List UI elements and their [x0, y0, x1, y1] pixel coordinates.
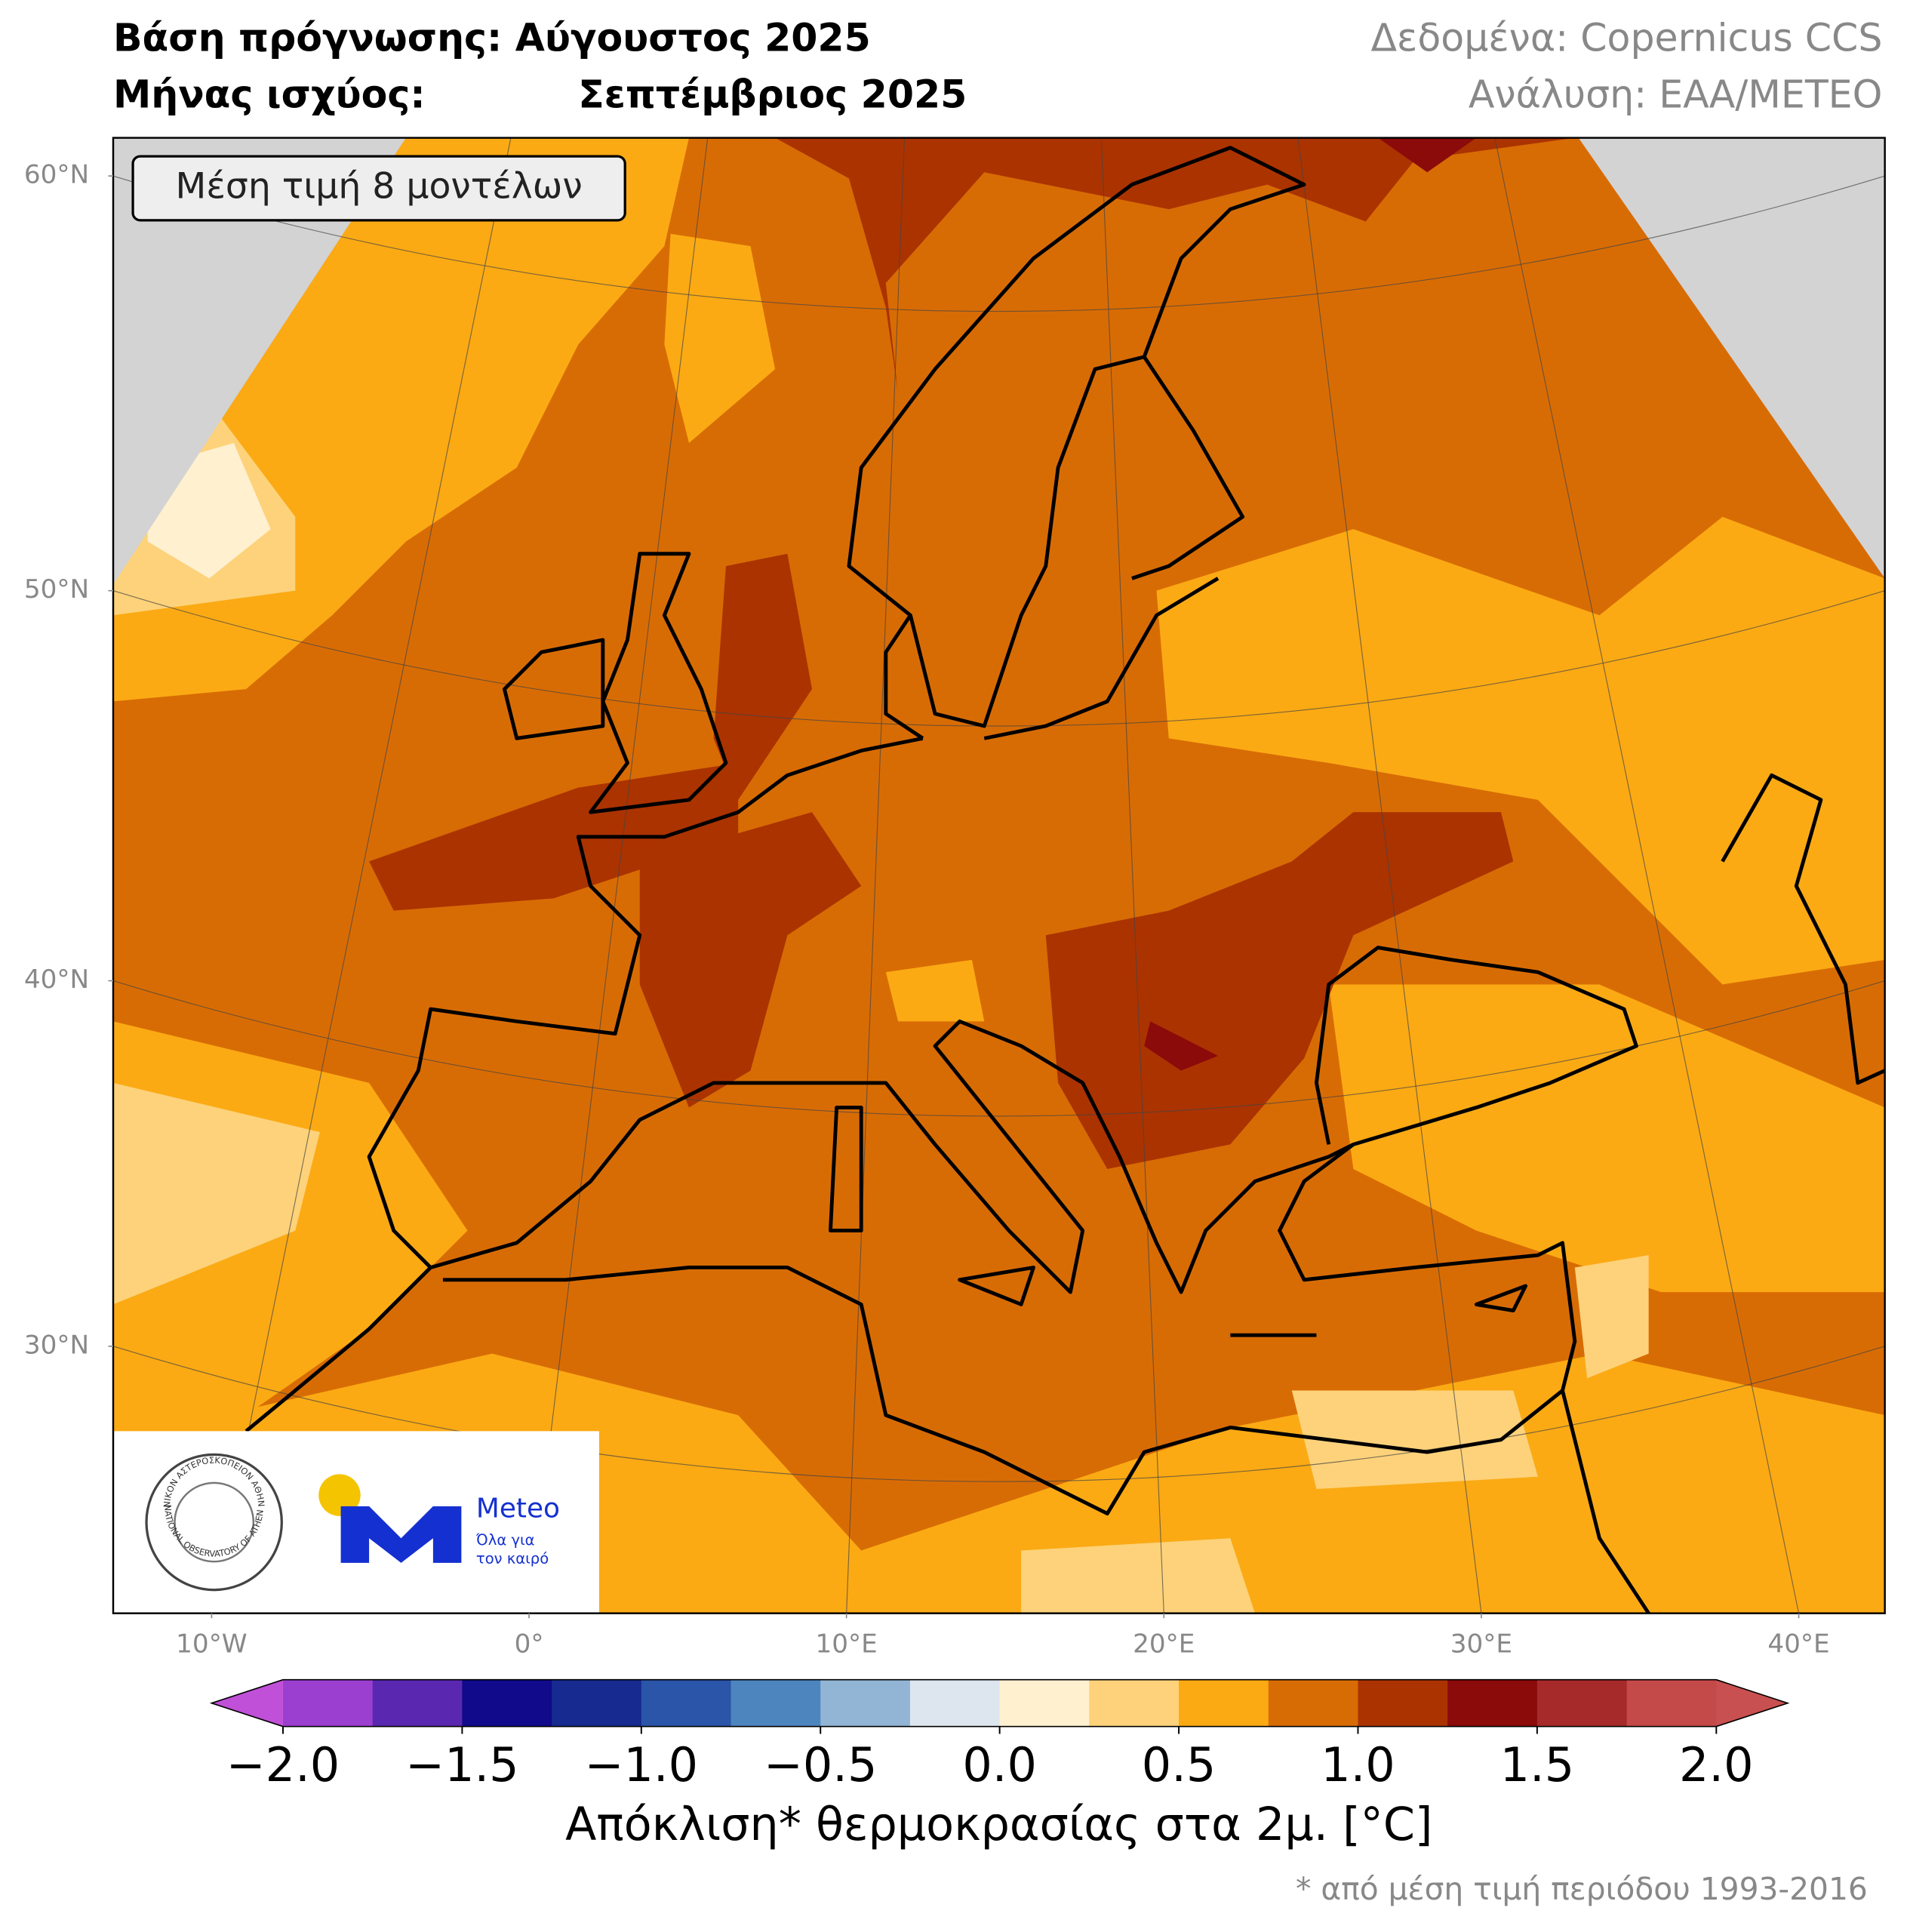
meteo-slogan: Όλα για [475, 1531, 535, 1549]
coastline [589, 552, 728, 814]
colorbar-bin [282, 1679, 374, 1727]
field [1045, 812, 1514, 1170]
meteo-brand: Meteo [476, 1494, 560, 1524]
lat-tick-label: 50°N [24, 574, 89, 605]
field [664, 233, 776, 444]
colorbar-label: Απόκλιση* θερμοκρασίας στα 2μ. [°C] [565, 1798, 1432, 1851]
seal [145, 1453, 283, 1592]
colorbar-bin [462, 1679, 552, 1727]
colorbar-tick-label: 0.0 [962, 1737, 1037, 1792]
meridian [211, 137, 512, 1614]
field [713, 553, 813, 800]
meridian [1297, 137, 1482, 1614]
field [775, 137, 1575, 394]
parallel [112, 590, 1885, 727]
meridian [1494, 137, 1800, 1614]
coastline [829, 1106, 1528, 1337]
lon-tick-label: 0° [515, 1629, 544, 1660]
parallel [112, 980, 1885, 1117]
colorbar-tick-label: −0.5 [764, 1737, 877, 1792]
forecast-base: Βάση πρόγνωσης: Αύγουστος 2025 [113, 15, 871, 60]
colorbar-tick-label: −1.5 [405, 1737, 518, 1792]
colorbar-tick-label: −2.0 [226, 1737, 340, 1792]
coastline [502, 638, 605, 740]
field [1574, 1255, 1649, 1379]
colorbar-tick-label: 1.0 [1321, 1737, 1395, 1792]
data-source: Δεδομένα: Copernicus CCS [1370, 15, 1882, 60]
parallel [112, 1346, 1885, 1482]
colorbar-tick-label: 2.0 [1679, 1737, 1754, 1792]
colorbar-bin [909, 1679, 1001, 1727]
meridian [1100, 137, 1164, 1614]
coastlines [245, 146, 1885, 1614]
field [112, 1082, 320, 1305]
map: Μέση τιμή 8 μοντέλων ΕΘΝΙΚΟΝ ΑΣΤΕΡΟΣΚΟΠΕ… [112, 137, 1885, 1614]
colorbar-bin [1536, 1679, 1628, 1727]
colorbar-bin [372, 1679, 463, 1727]
field [1328, 984, 1885, 1293]
colorbar: −2.0 −1.5 −1.0 −0.5 0.0 0.5 1.0 1.5 2.0 [209, 1678, 1790, 1792]
colorbar-bin [1626, 1679, 1718, 1727]
annotation-box [131, 155, 626, 222]
annotation: Μέση τιμή 8 μοντέλων [176, 165, 583, 207]
lat-tick-label: 60°N [24, 160, 89, 190]
colorbar-bin [552, 1679, 642, 1727]
lat-tick-label: 30°N [24, 1330, 89, 1360]
map-frame [112, 137, 1886, 1614]
lon-tick-label: 10°E [816, 1629, 878, 1660]
colorbar-bin [999, 1679, 1090, 1727]
colorbar-bin [731, 1679, 822, 1727]
field [639, 812, 862, 1108]
field [1156, 516, 1885, 985]
analysis: Ανάλυση: ΕΑΑ/METEO [1469, 72, 1883, 116]
lon-tick-label: 30°E [1450, 1629, 1512, 1660]
lat-tick-label: 40°N [24, 964, 89, 995]
lon-tick-label: 10°W [176, 1629, 247, 1660]
valid-label: Μήνας ισχύος: [113, 72, 426, 116]
field [1291, 1390, 1538, 1489]
coastline [983, 577, 1220, 740]
lon-tick-label: 40°E [1767, 1629, 1829, 1660]
parallel [112, 175, 1885, 312]
valid-month: Σεπτέμβριος 2025 [578, 72, 967, 116]
meridian [528, 137, 709, 1614]
meteo-slogan: τον καιρό [476, 1549, 549, 1567]
colorbar-bin [1179, 1679, 1269, 1727]
colorbar-bin [1089, 1679, 1180, 1727]
meteo-sun [318, 1474, 361, 1516]
footnote: * από μέση τιμή περιόδου 1993-2016 [1296, 1871, 1868, 1907]
coastline [1314, 946, 1638, 1146]
lon-tick-label: 20°E [1133, 1629, 1195, 1660]
coastline [1131, 355, 1245, 580]
colorbar-bin [1447, 1679, 1538, 1727]
meridian [846, 137, 906, 1614]
coastline [367, 736, 1577, 1392]
colorbar-tick-label: 1.5 [1500, 1737, 1575, 1792]
field [885, 959, 985, 1022]
colorbar-bin [820, 1679, 911, 1727]
map-axes: 60°N 50°N 40°N 30°N 10°W 0° 10°E 20°E 30°E 40°E [24, 160, 1830, 1660]
coastline [1721, 773, 1885, 1085]
coastline [884, 614, 924, 740]
colorbar-bin [1358, 1679, 1448, 1727]
field [1377, 137, 1477, 173]
field [369, 762, 739, 911]
graticule [112, 137, 1885, 1614]
coastline [847, 146, 1306, 728]
colorbar-bin [641, 1679, 732, 1727]
seal [174, 1481, 255, 1563]
colorbar-tick-label: 0.5 [1142, 1737, 1216, 1792]
coastline [245, 1266, 1650, 1614]
field [1021, 1538, 1255, 1614]
colorbar-tick-label: −1.0 [585, 1737, 698, 1792]
colorbar-extension-over [1716, 1679, 1788, 1727]
colorbar-extension-under [211, 1679, 283, 1727]
colorbar-bin [1268, 1679, 1359, 1727]
meteo-mark [340, 1506, 462, 1563]
